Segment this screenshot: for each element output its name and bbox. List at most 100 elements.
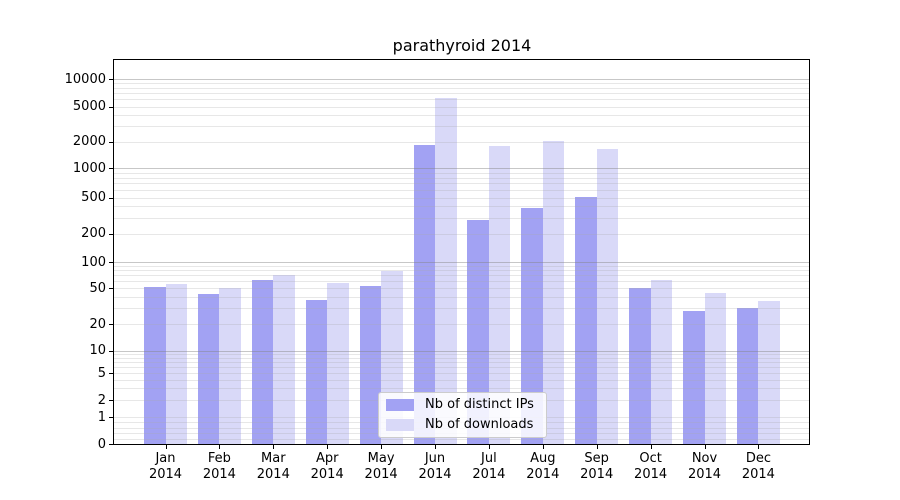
gridline-minor [114,296,809,298]
x-tick [542,445,544,449]
gridline-minor [114,324,809,325]
gridline-major [114,79,809,80]
legend-swatch-distinct-ips [386,398,414,412]
x-tick-label-mar: Mar 2014 [256,451,290,482]
bar-distinct-ips-jan [144,287,166,444]
x-tick [758,445,760,449]
y-tick [109,444,114,445]
x-tick-label-nov: Nov 2014 [687,451,722,482]
gridline-minor [114,197,809,199]
y-tick [109,197,114,199]
y-tick-label: 20 [89,316,106,332]
bar-distinct-ips-jun [413,144,435,444]
gridline-minor [114,115,809,117]
gridline-minor [114,275,809,277]
gridline-minor [114,93,809,95]
gridline-minor [114,270,809,272]
gridline-minor [114,288,809,289]
x-tick-label-dec: Dec 2014 [741,451,775,482]
y-tick-label: 100 [81,254,106,270]
x-tick-label-aug: Aug 2014 [526,451,560,482]
legend: Nb of distinct IPs Nb of downloads [378,392,547,438]
bar-downloads-aug [542,140,565,444]
gridline-minor [114,367,809,369]
x-tick [435,445,436,449]
y-tick-label: 10000 [64,71,106,87]
legend-item-distinct-ips: Nb of distinct IPs [386,398,538,412]
gridline-minor [114,281,809,283]
y-tick [109,350,114,352]
gridline-minor [114,266,809,267]
bar-downloads-jul [488,146,511,444]
bar-downloads-apr [327,283,349,444]
gridline-minor [114,388,809,390]
gridline-minor [114,438,809,440]
chart-title: parathyroid 2014 [392,36,532,55]
y-tick-label: 50 [89,280,106,296]
y-tick [109,262,114,263]
y-tick [109,400,114,401]
y-tick-label: 500 [81,190,106,205]
gridline-minor [114,99,809,101]
gridline-minor [114,189,809,191]
bar-downloads-oct [650,279,673,444]
x-tick-label-sep: Sep 2014 [580,451,614,482]
bar-distinct-ips-apr [305,299,328,444]
gridline-minor [114,206,809,208]
y-tick [109,79,114,80]
y-tick-label: 1000 [72,160,106,176]
gridline-minor [114,106,809,108]
y-tick [109,288,114,289]
y-tick [109,233,114,235]
bar-distinct-ips-nov [683,310,705,444]
legend-label-downloads: Nb of downloads [425,417,534,432]
bar-downloads-jan [165,284,187,444]
gridline-minor [114,141,809,143]
x-tick [381,445,383,449]
y-tick-label: 200 [81,226,106,241]
y-tick-label: 1 [97,409,106,425]
bar-downloads-feb [219,288,241,444]
y-tick [109,373,114,374]
x-tick [704,445,706,449]
x-tick [165,445,167,449]
gridline-minor [114,177,809,179]
y-tick-label: 5 [97,365,106,381]
x-tick-label-jul: Jul 2014 [472,451,506,482]
plot-area [113,59,810,445]
bar-downloads-jun [435,98,457,444]
gridline-minor [114,362,809,364]
x-tick [596,445,598,449]
bar-distinct-ips-aug [521,208,543,444]
x-tick [273,445,275,449]
legend-label-distinct-ips: Nb of distinct IPs [425,397,534,412]
x-tick-label-apr: Apr 2014 [310,451,344,482]
bar-distinct-ips-jul [467,220,489,444]
gridline-minor [114,233,809,235]
gridline-major [114,262,809,263]
y-tick-label: 0 [97,436,106,452]
gridline-minor [114,183,809,185]
gridline-minor [114,353,809,355]
x-tick [650,445,652,449]
gridline-major [114,168,809,169]
x-tick-label-feb: Feb 2014 [202,451,236,482]
gridline-minor [114,379,809,381]
x-tick-label-jan: Jan 2014 [148,451,183,482]
bar-downloads-sep [596,149,619,444]
bar-distinct-ips-may [359,285,382,444]
y-tick [109,141,114,143]
gridline-minor [114,126,809,128]
gridline-minor [114,357,809,359]
gridline-minor [114,172,809,174]
bar-downloads-dec [758,300,780,444]
gridline-minor [114,217,809,219]
y-tick [109,417,114,418]
legend-swatch-downloads [386,418,414,432]
y-tick [109,324,114,325]
y-tick [109,168,114,169]
x-tick-label-jun: Jun 2014 [418,451,452,482]
x-tick [488,445,490,449]
y-tick-label: 5000 [72,99,106,114]
